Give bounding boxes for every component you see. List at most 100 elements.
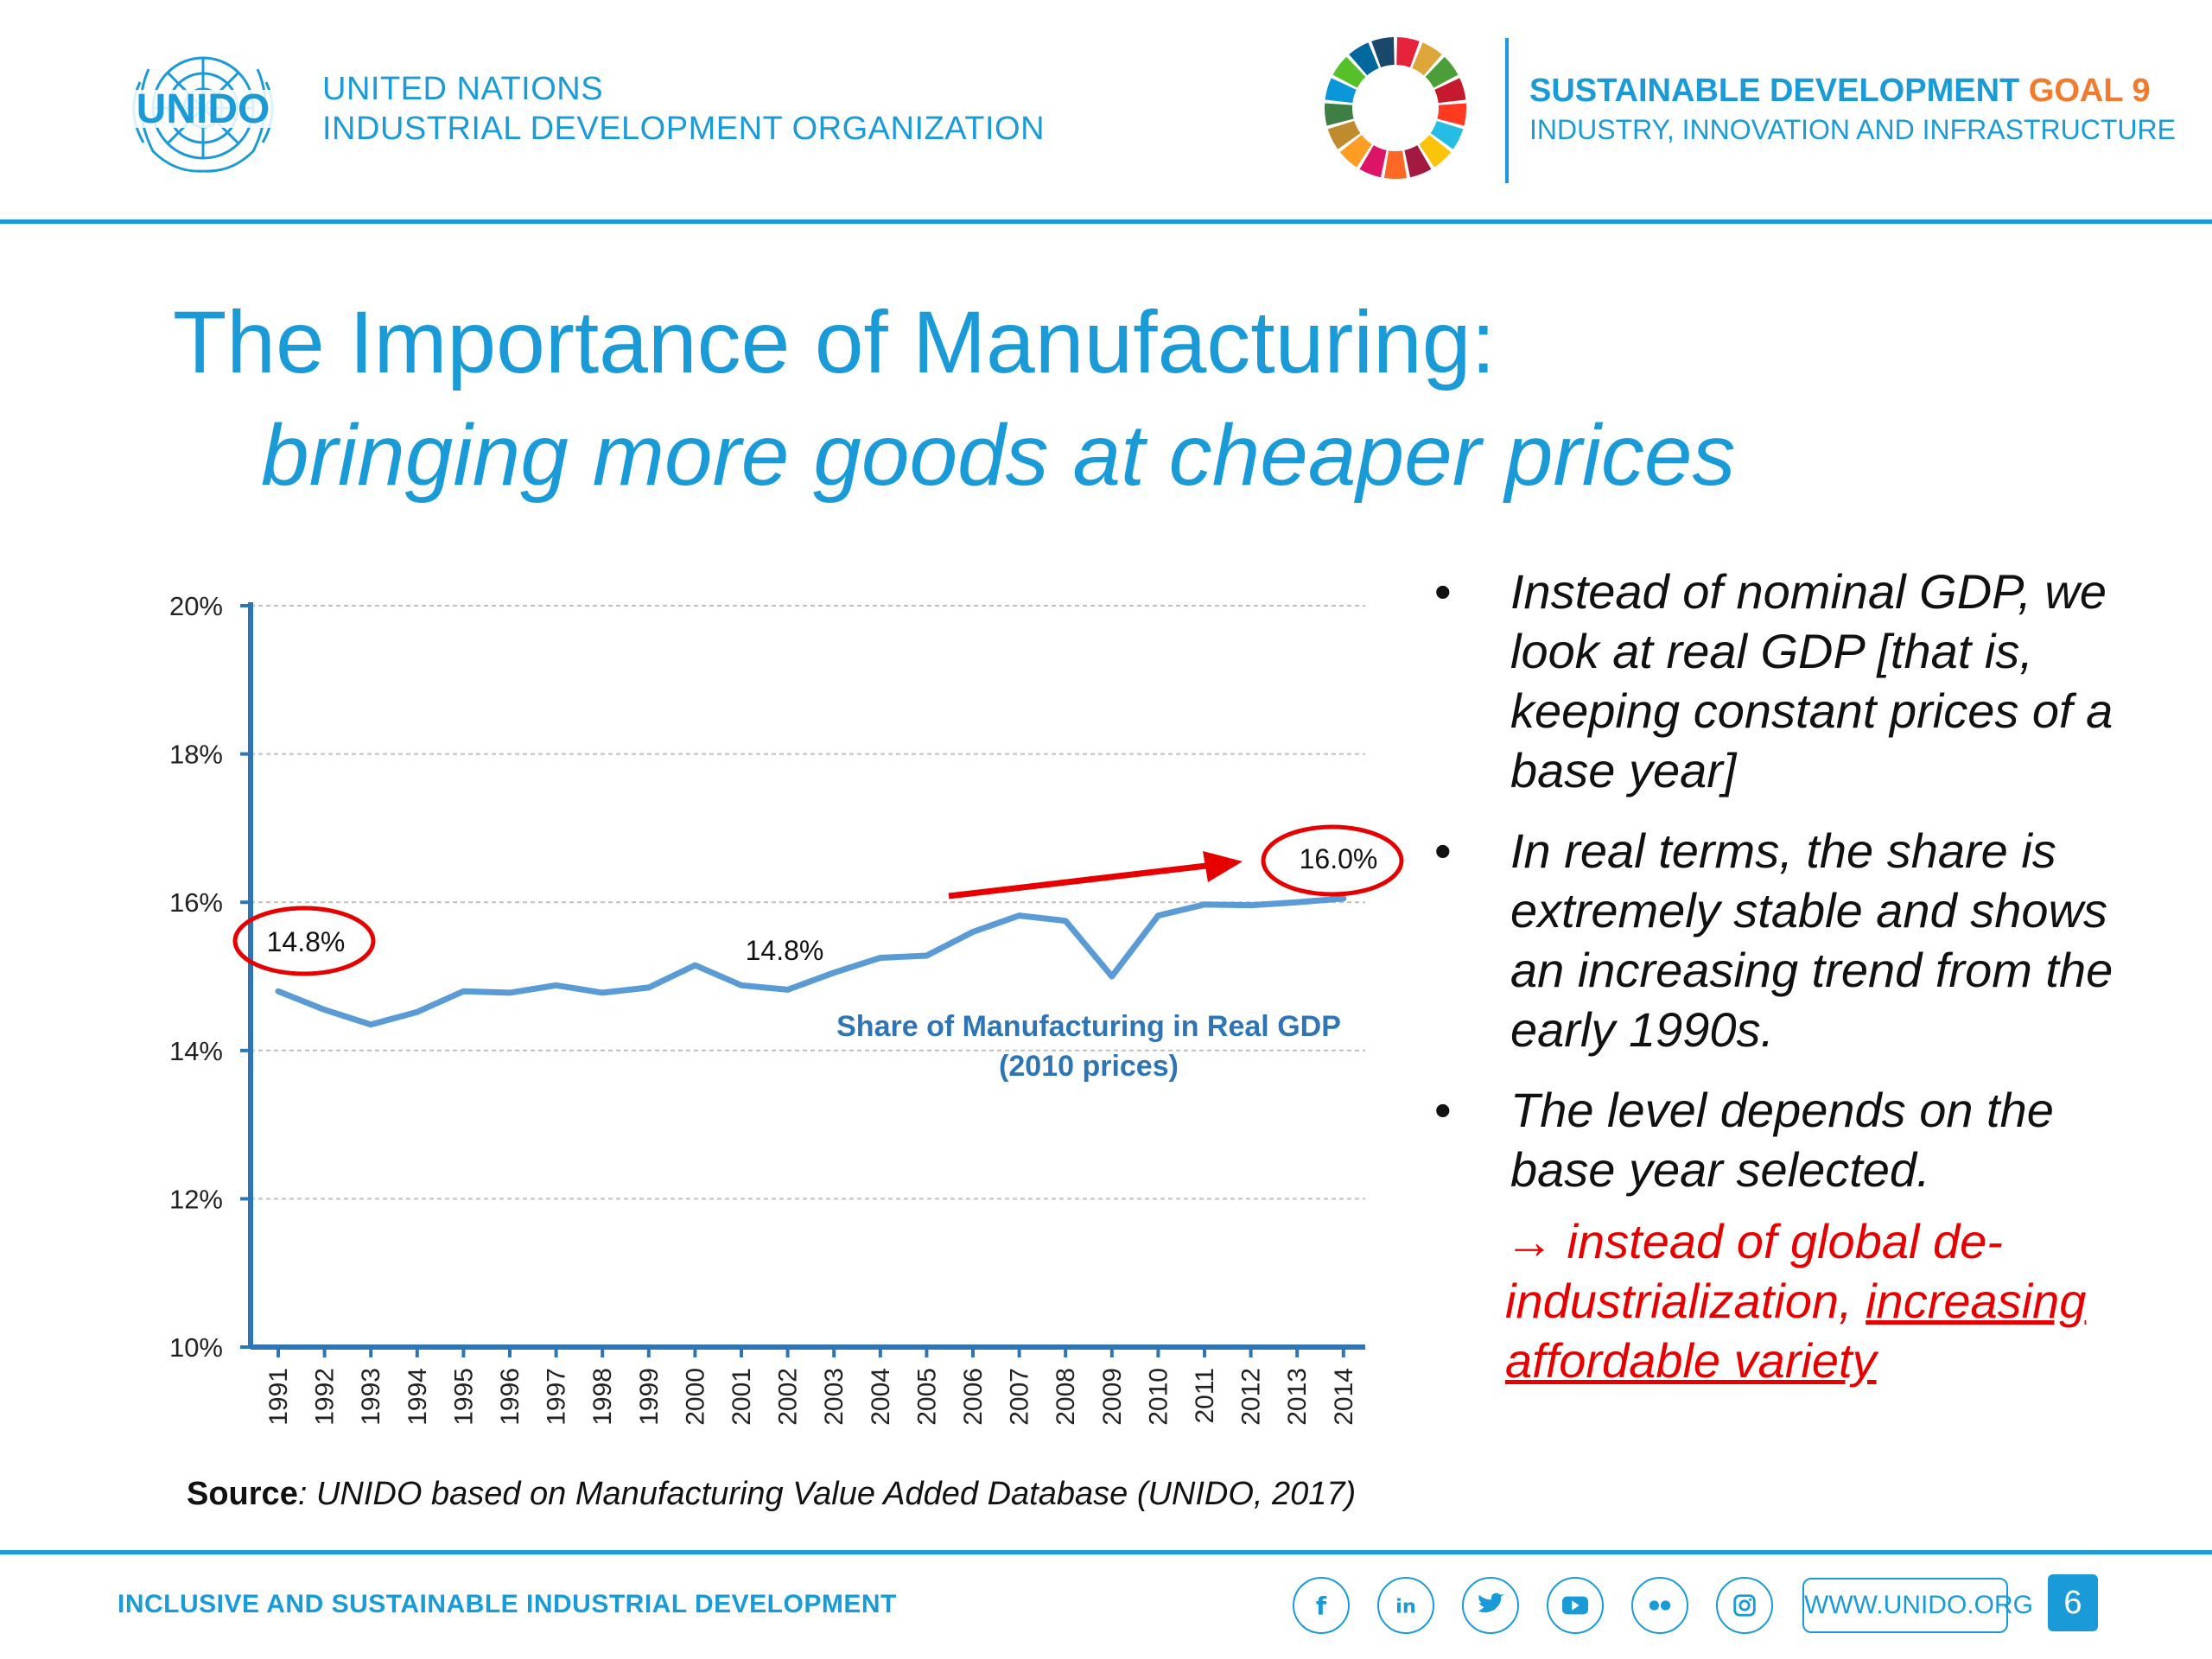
y-tick-label: 20% [169, 591, 223, 621]
unido-logo-text: UNIDO [137, 86, 270, 132]
sdg-wheel-segment [1419, 135, 1452, 168]
y-tick-label: 12% [169, 1184, 223, 1214]
linkedin-icon[interactable]: in [1377, 1577, 1434, 1634]
x-tick-label: 2009 [1098, 1368, 1127, 1426]
highlight-circle [232, 906, 376, 976]
slide-subtitle: bringing more goods at cheaper prices [261, 407, 1736, 504]
x-tick-label: 2007 [1006, 1368, 1034, 1426]
conclusion-prefix: → instead of global de-industrialization… [1505, 1214, 2003, 1328]
youtube-icon[interactable] [1547, 1577, 1604, 1634]
x-tick-label: 1999 [635, 1368, 664, 1426]
bullet-marker: • [1434, 823, 1452, 878]
page-number: 6 [2048, 1574, 2098, 1631]
highlight-circle [1261, 824, 1404, 897]
conclusion-text: → instead of global de-industrialization… [1505, 1211, 2145, 1390]
header-divider [1505, 38, 1509, 183]
sdg-subtitle: INDUSTRY, INNOVATION AND INFRASTRUCTURE [1529, 114, 2176, 145]
bullet-text: Instead of nominal GDP, we look at real … [1510, 564, 2113, 798]
sdg-wheel-segment [1412, 42, 1442, 76]
sdg-wheel-segment [1359, 145, 1387, 178]
x-tick-label: 1997 [543, 1368, 571, 1426]
x-tick-label: 2014 [1330, 1368, 1358, 1426]
sdg-wheel-segment [1430, 120, 1464, 149]
sdg-wheel-segment [1325, 103, 1354, 126]
sdg-wheel-segment [1425, 56, 1459, 88]
svg-text:in: in [1395, 1595, 1416, 1618]
bullet-item-2: • In real terms, the share is extremely … [1434, 821, 2143, 1059]
facebook-icon[interactable]: f [1293, 1577, 1350, 1634]
x-tick-label: 2006 [959, 1368, 988, 1426]
source-note: Source: UNIDO based on Manufacturing Val… [187, 1476, 1356, 1513]
sdg-wheel-segment [1437, 103, 1466, 126]
y-tick-label: 14% [169, 1036, 223, 1066]
org-name-line2: INDUSTRIAL DEVELOPMENT ORGANIZATION [322, 111, 1046, 147]
series-label: Share of Manufacturing in Real GDP [836, 1010, 1341, 1043]
x-tick-label: 2004 [867, 1368, 895, 1426]
trend-arrow-head [1203, 851, 1243, 882]
sdg-goal-number: GOAL 9 [2028, 73, 2151, 109]
x-tick-label: 2001 [728, 1368, 756, 1426]
y-tick-label: 10% [169, 1332, 223, 1363]
x-tick-label: 2011 [1191, 1368, 1219, 1424]
x-tick-label: 1994 [404, 1368, 432, 1426]
x-tick-label: 1993 [357, 1368, 385, 1426]
header-rule [0, 219, 2212, 224]
x-tick-label: 2005 [912, 1368, 941, 1426]
slide-title: The Importance of Manufacturing: [173, 293, 1496, 391]
x-tick-label: 2010 [1144, 1368, 1173, 1426]
twitter-icon[interactable] [1462, 1577, 1519, 1634]
x-tick-label: 1991 [264, 1368, 293, 1426]
trend-arrow [948, 862, 1207, 899]
x-tick-label: 1998 [588, 1368, 617, 1426]
sdg-wheel-segment [1383, 150, 1408, 180]
unido-logo: UNIDO [119, 56, 287, 173]
bullet-item-3: • The level depends on the base year sel… [1434, 1080, 2143, 1199]
bullet-list: • Instead of nominal GDP, we look at rea… [1434, 562, 2143, 1220]
bullet-marker: • [1434, 1083, 1452, 1137]
sdg-wheel-segment [1371, 37, 1395, 67]
data-label: 14.8% [746, 935, 824, 966]
x-tick-label: 2013 [1283, 1368, 1312, 1426]
x-tick-label: 2002 [774, 1368, 803, 1426]
website-link[interactable]: WWW.UNIDO.ORG [1802, 1578, 2033, 1633]
conclusion-highlight: increasing affordable variety [1505, 1274, 2087, 1388]
bullet-item-1: • Instead of nominal GDP, we look at rea… [1434, 562, 2143, 800]
x-tick-label: 1995 [449, 1368, 478, 1426]
source-label: Source [187, 1476, 298, 1512]
y-tick-label: 18% [169, 740, 223, 770]
x-tick-label: 1996 [496, 1368, 524, 1426]
x-tick-label: 1992 [311, 1368, 340, 1426]
x-tick-label: 2012 [1237, 1368, 1266, 1426]
sdg-wheel-segment [1327, 120, 1361, 149]
sdg-wheel-segment [1349, 42, 1379, 76]
footer-tagline: INCLUSIVE AND SUSTAINABLE INDUSTRIAL DEV… [118, 1590, 897, 1618]
source-text: : UNIDO based on Manufacturing Value Add… [297, 1476, 1357, 1512]
x-tick-label: 2003 [820, 1368, 849, 1426]
data-label: 14.8% [267, 926, 346, 957]
org-name-line1: UNITED NATIONS [322, 71, 604, 107]
sdg-wheel-segment [1404, 145, 1432, 178]
sdg-wheel-segment [1339, 135, 1372, 168]
line-chart: 10% 12% 14% 16% 18% 20% 1991 1992 1993 1994 1995 19… [169, 591, 1404, 1426]
bullet-text: In real terms, the share is extremely st… [1510, 823, 2113, 1057]
data-label: 16.0% [1300, 843, 1378, 874]
series-line [275, 895, 1347, 1028]
sdg-wheel-segment [1332, 56, 1366, 88]
sdg-wheel-segment [1396, 37, 1420, 67]
sdg-wheel-logo [1325, 37, 1466, 180]
slide-header: UNIDO UNITED NATIONS INDUSTRIAL DEVELOPM… [0, 0, 2212, 223]
sdg-wheel-segment [1325, 78, 1357, 104]
sdg-title: SUSTAINABLE DEVELOPMENT GOAL 9 [1529, 73, 2151, 110]
bullet-text: The level depends on the base year selec… [1510, 1083, 2054, 1197]
svg-text:f: f [1316, 1592, 1327, 1620]
flickr-icon[interactable] [1631, 1577, 1688, 1634]
sdg-wheel-segment [1434, 78, 1466, 104]
x-tick-label: 2000 [681, 1368, 709, 1426]
sdg-title-main: SUSTAINABLE DEVELOPMENT [1529, 73, 2029, 109]
footer-rule [0, 1550, 2212, 1554]
y-tick-label: 16% [169, 887, 223, 918]
bullet-marker: • [1434, 564, 1452, 619]
x-tick-label: 2008 [1052, 1368, 1080, 1426]
series-label: (2010 prices) [999, 1050, 1179, 1083]
instagram-icon[interactable] [1716, 1577, 1773, 1634]
